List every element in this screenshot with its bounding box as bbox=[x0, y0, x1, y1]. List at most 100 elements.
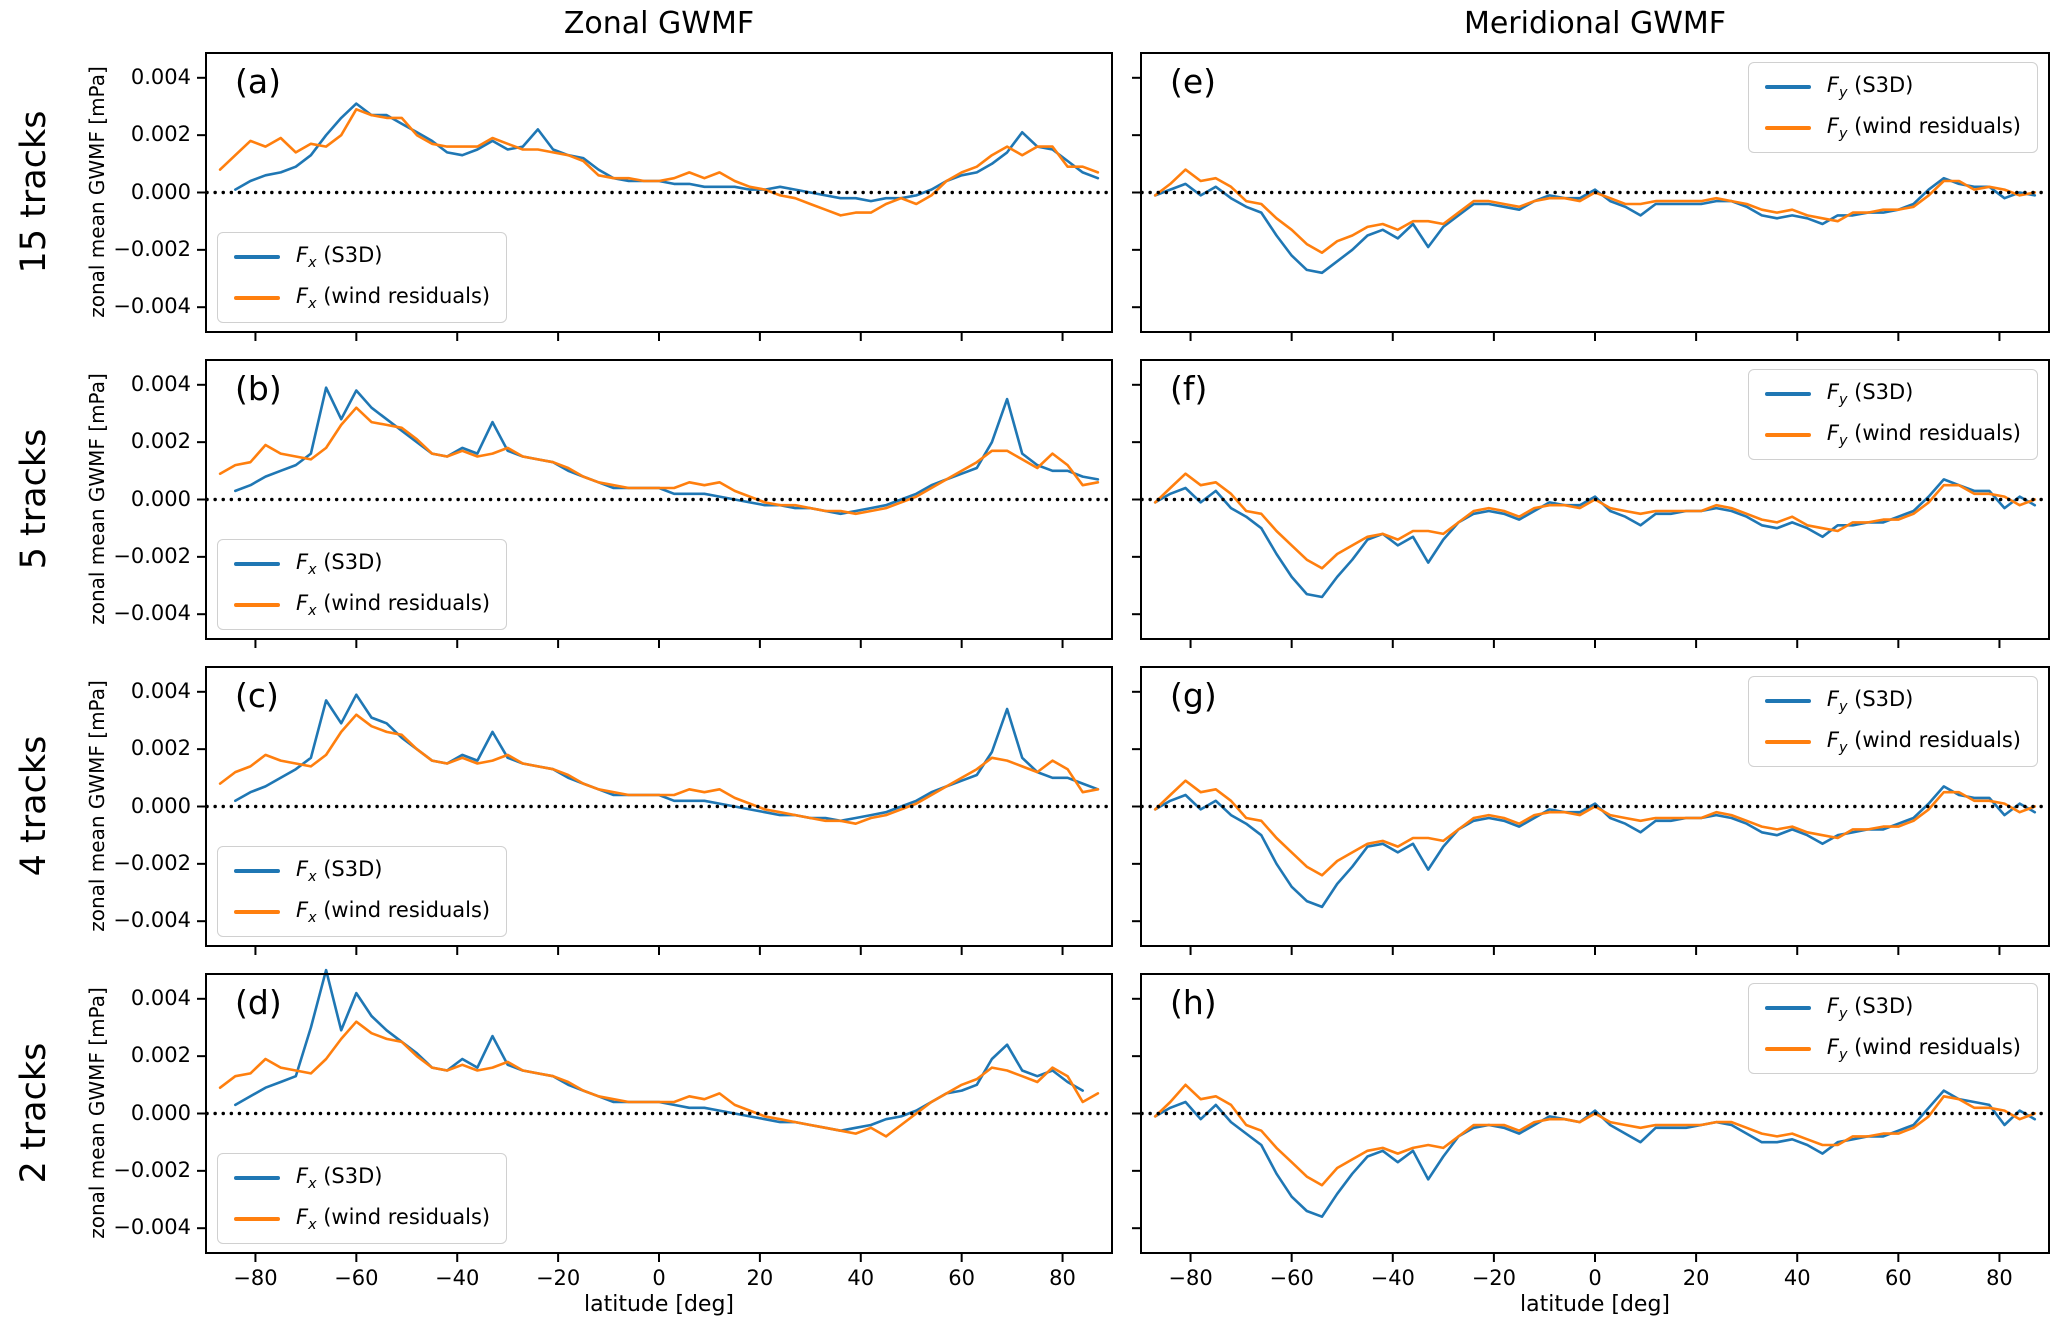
x-tick-label: 0 bbox=[1588, 1266, 1602, 1290]
panel-f: (f) Fy (S3D) Fy (wind residuals) bbox=[1132, 359, 2050, 648]
series-s3d-line bbox=[234, 386, 1100, 516]
column-title-zonal: Zonal GWMF bbox=[563, 6, 755, 41]
legend-label: Fy (S3D) bbox=[1826, 380, 1914, 409]
legend: Fy (S3D) Fy (wind residuals) bbox=[1747, 62, 2038, 154]
plot-area-e bbox=[1132, 52, 2050, 341]
legend-line-sample bbox=[234, 295, 280, 300]
panel-letter-e: (e) bbox=[1170, 62, 1217, 101]
legend-label: Fy (wind residuals) bbox=[1826, 421, 2021, 450]
plot-area-d bbox=[197, 968, 1113, 1262]
y-tick-label: −0.002 bbox=[113, 1157, 191, 1182]
panel-letter-f: (f) bbox=[1170, 369, 1208, 408]
legend: Fx (S3D) Fx (wind residuals) bbox=[217, 538, 508, 630]
legend-item: Fy (wind residuals) bbox=[1764, 1035, 2021, 1064]
legend-label: Fx (wind residuals) bbox=[296, 897, 491, 926]
legend: Fx (S3D) Fx (wind residuals) bbox=[217, 845, 508, 937]
x-tick-label: 20 bbox=[746, 1266, 774, 1290]
x-tick-label: −60 bbox=[1269, 1266, 1314, 1290]
legend-item: Fx (S3D) bbox=[234, 243, 490, 271]
axes-frame bbox=[205, 359, 1113, 640]
panel-e: (e) Fy (S3D) Fy (wind residuals) bbox=[1132, 52, 2050, 341]
y-tick-label: −0.002 bbox=[113, 236, 191, 261]
legend-line-sample bbox=[1764, 699, 1811, 704]
legend-line-sample bbox=[234, 1216, 280, 1221]
legend-label: Fx (wind residuals) bbox=[296, 590, 491, 619]
y-tick-label: 0.002 bbox=[130, 429, 191, 454]
panel-letter-g: (g) bbox=[1170, 676, 1217, 715]
legend-line-sample bbox=[1764, 392, 1811, 397]
legend-item: Fy (wind residuals) bbox=[1764, 421, 2021, 450]
panel-letter-d: (d) bbox=[235, 983, 282, 1022]
legend-label: Fx (S3D) bbox=[296, 1163, 383, 1192]
plot-area-f bbox=[1132, 359, 2050, 648]
series-resid-line bbox=[1153, 472, 2037, 570]
panel-b: (b) Fx (S3D) Fx (wind residuals) 0.004 0.002… bbox=[113, 359, 1113, 648]
legend-label: Fx (S3D) bbox=[296, 549, 383, 578]
x-tick-label: 40 bbox=[1783, 1266, 1811, 1290]
axis-ticks bbox=[197, 690, 1064, 955]
y-tick-label: −0.004 bbox=[113, 294, 191, 319]
axes-frame bbox=[1140, 52, 2050, 333]
plot-area-b bbox=[197, 359, 1113, 648]
legend-line-sample bbox=[234, 602, 280, 607]
axes-frame bbox=[205, 973, 1113, 1254]
axis-ticks bbox=[1132, 383, 2001, 648]
legend-item: Fx (S3D) bbox=[234, 1164, 490, 1192]
series-resid-line bbox=[1153, 1083, 2037, 1187]
legend-line-sample bbox=[234, 909, 280, 914]
y-tick-label: −0.004 bbox=[113, 1215, 191, 1240]
x-axis-label-left: latitude [deg] bbox=[583, 1292, 735, 1317]
series-resid-line bbox=[218, 713, 1100, 825]
panel-letter-c: (c) bbox=[235, 676, 279, 715]
x-tick-label: −40 bbox=[435, 1266, 480, 1290]
x-tick-label: 60 bbox=[1884, 1266, 1912, 1290]
y-tick-label: 0.002 bbox=[130, 1043, 191, 1068]
row-label-5-tracks: 5 tracks bbox=[14, 428, 54, 570]
panel-h: (h) Fy (S3D) Fy (wind residuals) −80 −60 −40 −… bbox=[1132, 973, 2050, 1290]
axis-ticks bbox=[1132, 690, 2001, 955]
axes-frame bbox=[1140, 973, 2050, 1254]
y-tick-label: −0.002 bbox=[113, 850, 191, 875]
x-tick-label: 60 bbox=[948, 1266, 976, 1290]
legend-line-sample bbox=[234, 561, 280, 566]
panel-a: (a) Fx (S3D) Fx (wind residuals) 0.004 0.002… bbox=[113, 52, 1113, 341]
x-tick-label: 20 bbox=[1682, 1266, 1710, 1290]
legend-label: Fy (S3D) bbox=[1826, 687, 1914, 716]
y-tick-label: 0.004 bbox=[130, 371, 191, 396]
y-tick-label: 0.000 bbox=[130, 486, 191, 511]
y-tick-label: 0.000 bbox=[130, 793, 191, 818]
legend-label: Fy (wind residuals) bbox=[1826, 1035, 2021, 1064]
series-resid-line bbox=[218, 406, 1100, 516]
x-tick-label: −60 bbox=[334, 1266, 379, 1290]
y-tick-label: 0.000 bbox=[130, 1100, 191, 1125]
legend-item: Fx (S3D) bbox=[234, 857, 490, 885]
axes-frame bbox=[205, 52, 1113, 333]
y-tick-label: 0.004 bbox=[130, 678, 191, 703]
axes-frame bbox=[1140, 359, 2050, 640]
legend: Fy (S3D) Fy (wind residuals) bbox=[1747, 676, 2038, 768]
y-tick-label: −0.002 bbox=[113, 543, 191, 568]
panel-letter-h: (h) bbox=[1170, 983, 1217, 1022]
legend-item: Fx (wind residuals) bbox=[234, 1205, 490, 1233]
legend-line-sample bbox=[1764, 433, 1811, 438]
axis-ticks bbox=[1132, 997, 2001, 1262]
x-tick-label: −80 bbox=[233, 1266, 278, 1290]
legend-label: Fx (S3D) bbox=[296, 856, 383, 885]
legend-item: Fy (wind residuals) bbox=[1764, 728, 2021, 756]
x-tick-label: −80 bbox=[1168, 1266, 1213, 1290]
x-tick-label: 40 bbox=[847, 1266, 875, 1290]
legend-item: Fy (S3D) bbox=[1764, 73, 2021, 101]
legend-line-sample bbox=[234, 868, 280, 873]
x-tick-label: −40 bbox=[1370, 1266, 1415, 1290]
legend-label: Fy (S3D) bbox=[1826, 994, 1914, 1023]
legend-item: Fx (S3D) bbox=[234, 550, 490, 578]
axes-frame bbox=[1140, 666, 2050, 947]
y-tick-label: 0.000 bbox=[130, 179, 191, 204]
series-resid-line bbox=[1153, 168, 2037, 254]
legend: Fy (S3D) Fy (wind residuals) bbox=[1747, 983, 2038, 1075]
legend-line-sample bbox=[234, 1175, 280, 1180]
legend-item: Fy (S3D) bbox=[1764, 994, 2021, 1023]
x-tick-label: 80 bbox=[1986, 1266, 2013, 1290]
y-tick-label: −0.004 bbox=[113, 601, 191, 626]
